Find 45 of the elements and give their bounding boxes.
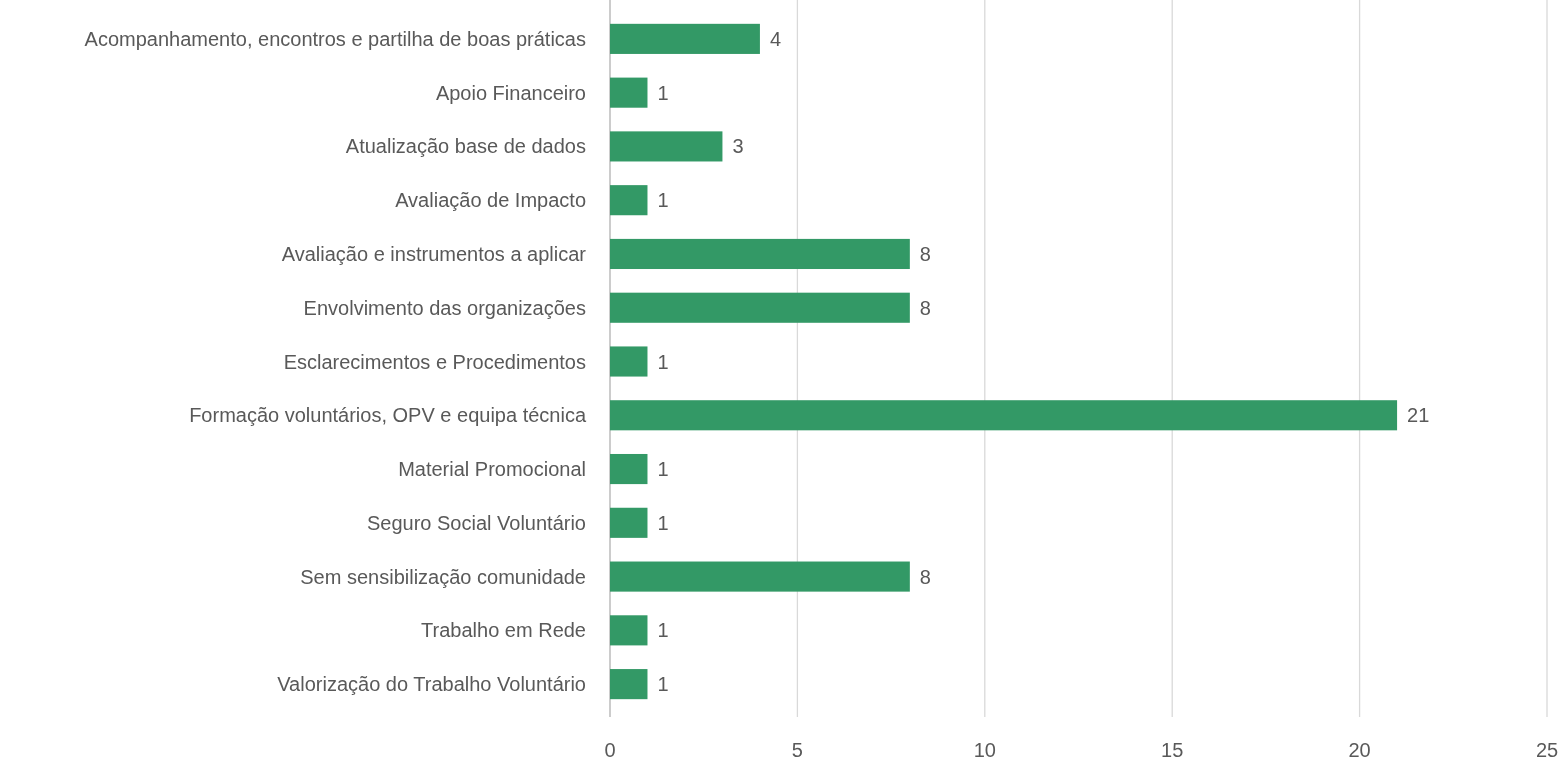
y-tick-label: Sem sensibilização comunidade [300, 565, 586, 588]
data-label: 3 [732, 135, 744, 158]
data-label: 8 [919, 242, 931, 265]
x-tick-label: 25 [1535, 739, 1559, 761]
bar [610, 507, 648, 538]
data-label: 1 [657, 189, 669, 212]
bar [610, 185, 648, 216]
bar [610, 669, 648, 700]
data-label: 1 [657, 81, 669, 104]
bar [610, 561, 910, 592]
x-tick-label: 5 [791, 739, 803, 761]
y-tick-label: Seguro Social Voluntário [366, 511, 586, 534]
data-label: 1 [657, 619, 669, 642]
bar [610, 453, 648, 485]
data-label: 8 [919, 565, 931, 588]
y-tick-label: Material Promocional [398, 458, 586, 481]
y-tick-label: Avaliação e instrumentos a aplicar [281, 242, 587, 265]
data-label: 1 [657, 350, 669, 373]
y-tick-label: Valorização do Trabalho Voluntário [277, 673, 586, 696]
y-tick-label: Trabalho em Rede [421, 619, 586, 642]
data-label: 1 [657, 511, 669, 534]
x-tick-label: 15 [1161, 739, 1184, 761]
y-tick-label: Envolvimento das organizações [303, 296, 586, 319]
data-label: 1 [657, 458, 669, 481]
y-tick-label: Avaliação de Impacto [395, 189, 586, 212]
bar [610, 131, 723, 162]
y-tick-label: Apoio Financeiro [435, 81, 586, 104]
data-label: 1 [657, 673, 669, 696]
x-tick-label: 0 [604, 739, 616, 761]
bar [610, 23, 760, 54]
bar [610, 77, 648, 108]
y-tick-label: Atualização base de dados [345, 135, 586, 158]
y-tick-label: Formação voluntários, OPV e equipa técnica [189, 404, 587, 427]
data-label: 4 [769, 27, 782, 50]
bar [610, 400, 1398, 431]
bar [610, 346, 648, 377]
x-tick-label: 10 [973, 739, 996, 761]
y-tick-label: Esclarecimentos e Procedimentos [283, 350, 586, 373]
data-label: 21 [1407, 404, 1430, 427]
bar [610, 615, 648, 646]
y-tick-label: Acompanhamento, encontros e partilha de boas práticas [84, 27, 586, 50]
x-tick-label: 20 [1348, 739, 1371, 761]
bar [610, 292, 910, 323]
data-label: 8 [919, 296, 931, 319]
bar [610, 238, 910, 270]
